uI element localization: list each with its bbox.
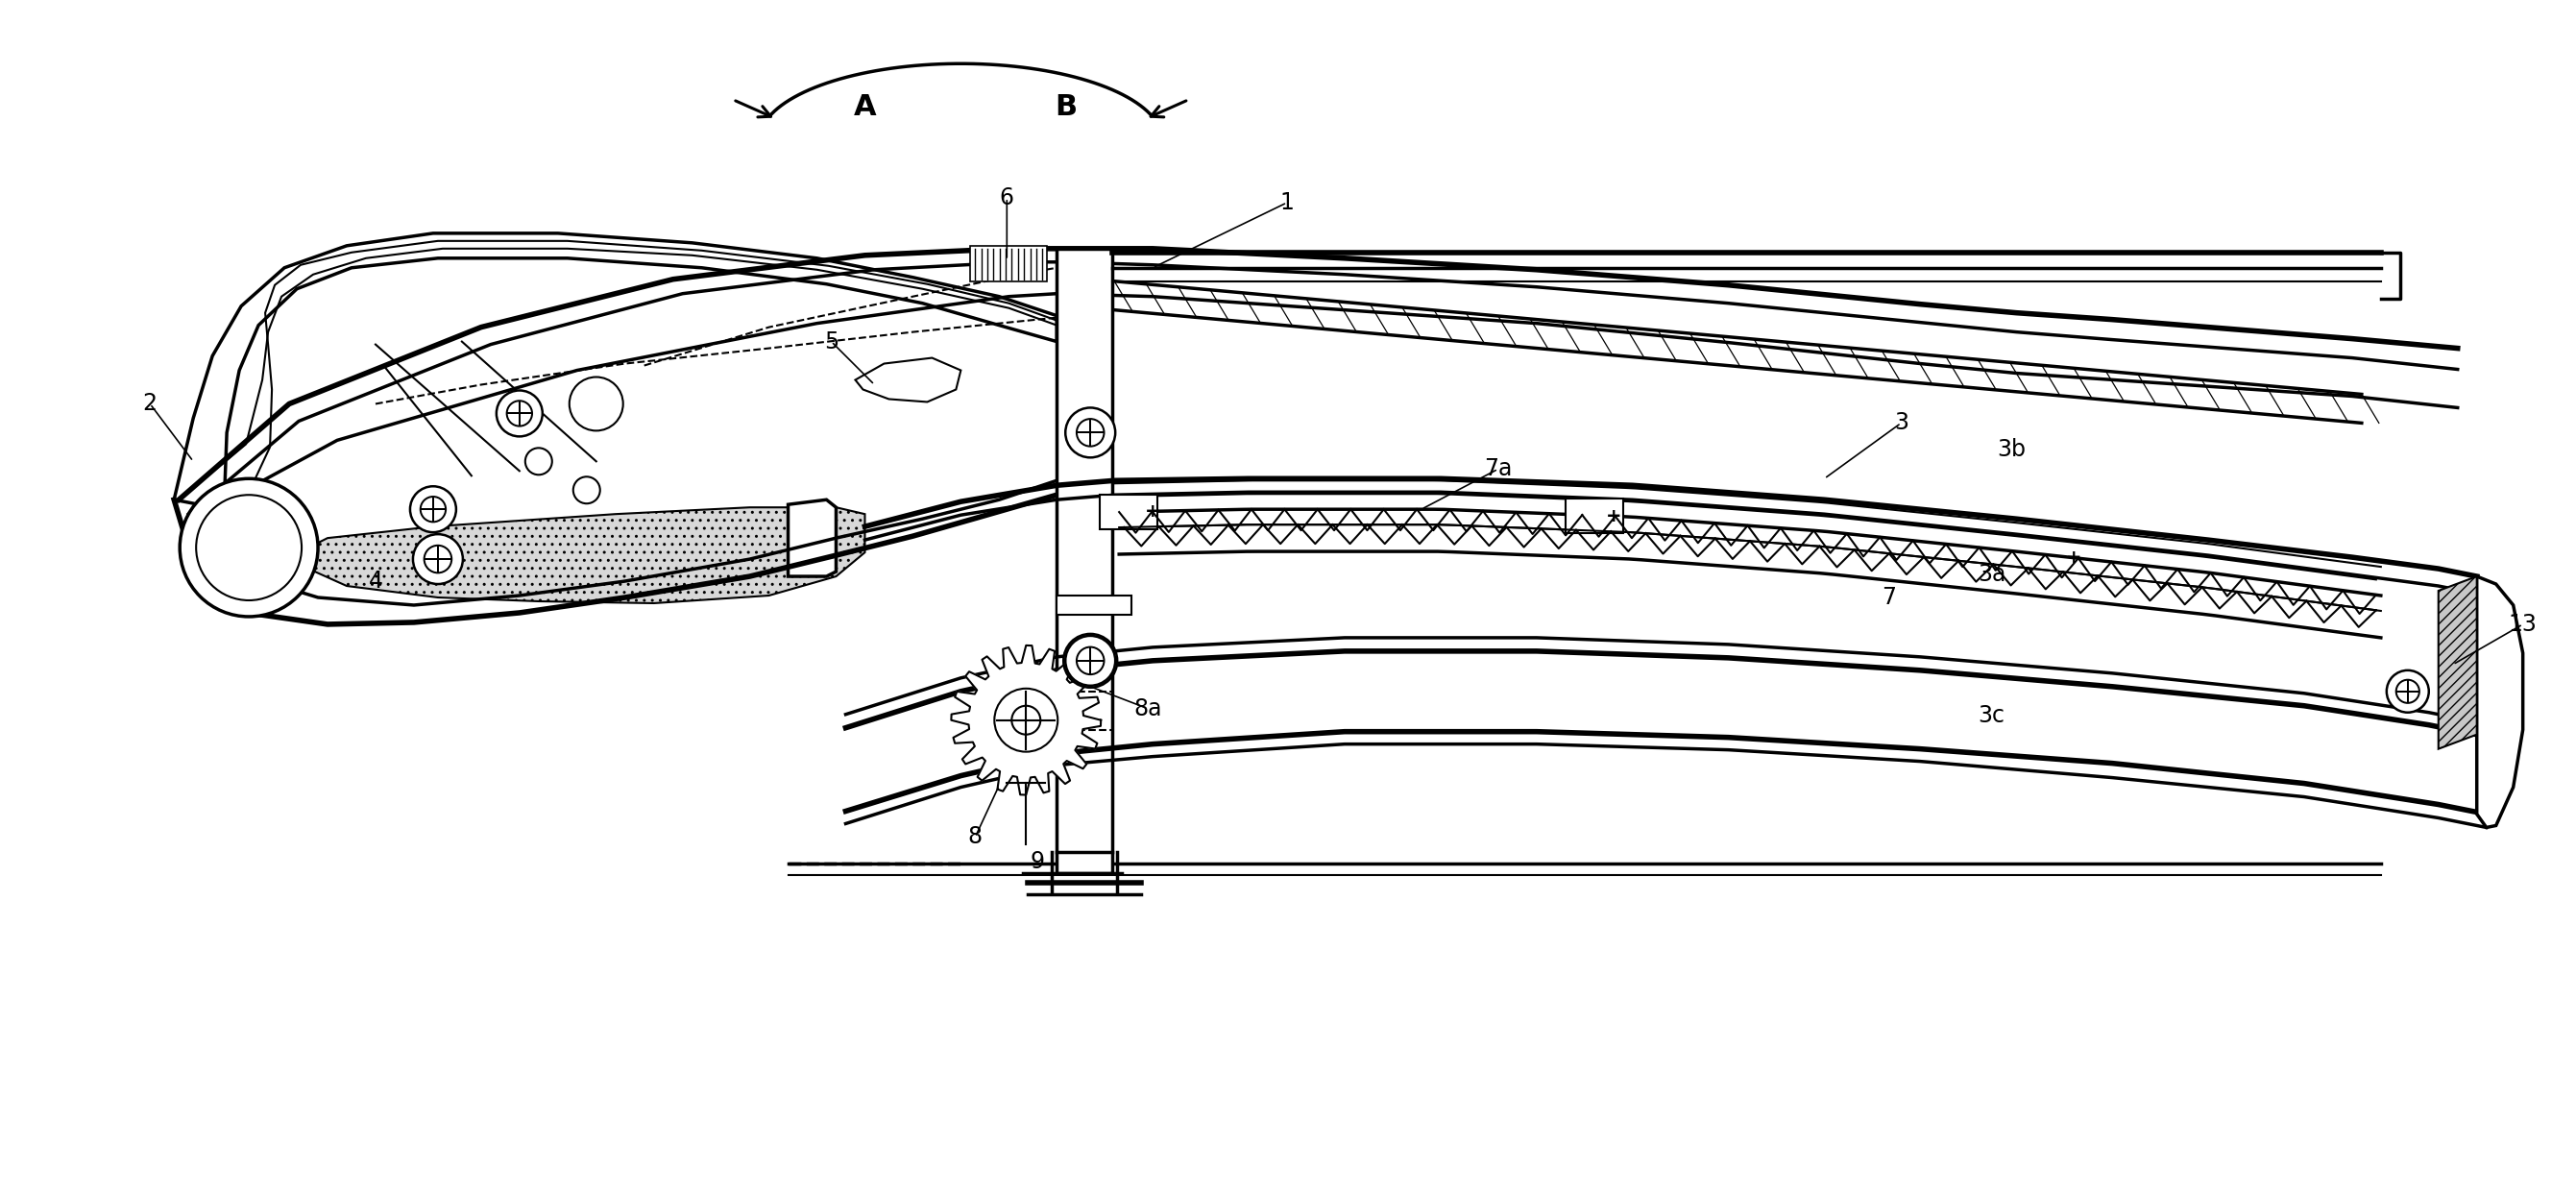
Text: 8a: 8a	[1133, 697, 1162, 721]
Circle shape	[526, 447, 551, 475]
Polygon shape	[1566, 499, 1623, 532]
Text: 4: 4	[368, 569, 384, 593]
Circle shape	[1066, 408, 1115, 458]
Text: 7: 7	[1883, 586, 1896, 608]
Circle shape	[1077, 419, 1105, 446]
Text: 2: 2	[142, 392, 157, 415]
Circle shape	[994, 688, 1059, 752]
Circle shape	[507, 401, 533, 426]
Circle shape	[410, 487, 456, 532]
Circle shape	[2396, 680, 2419, 703]
Circle shape	[1077, 645, 1105, 675]
Polygon shape	[2439, 576, 2476, 749]
Circle shape	[1066, 636, 1115, 686]
Polygon shape	[1056, 595, 1131, 614]
Text: 5: 5	[824, 330, 840, 353]
Text: 3a: 3a	[1978, 563, 2007, 586]
Circle shape	[497, 390, 544, 437]
Circle shape	[569, 377, 623, 431]
Text: A: A	[853, 93, 876, 120]
Polygon shape	[971, 246, 1048, 282]
Polygon shape	[1100, 495, 1157, 530]
Text: 9: 9	[1030, 851, 1046, 873]
Text: 1: 1	[1280, 191, 1293, 214]
Text: +: +	[1605, 507, 1620, 525]
Circle shape	[1077, 647, 1105, 674]
Polygon shape	[1056, 248, 1113, 873]
Polygon shape	[951, 645, 1100, 795]
Text: 6: 6	[999, 186, 1015, 209]
Text: 3b: 3b	[1996, 438, 2025, 462]
Text: 8: 8	[969, 826, 981, 848]
Circle shape	[180, 478, 317, 617]
Circle shape	[574, 477, 600, 503]
Polygon shape	[855, 358, 961, 402]
Circle shape	[1064, 633, 1118, 687]
Text: +: +	[1144, 502, 1162, 520]
Circle shape	[420, 496, 446, 521]
Text: 13: 13	[2509, 613, 2537, 636]
Circle shape	[2385, 670, 2429, 712]
Text: B: B	[1056, 93, 1077, 120]
Circle shape	[196, 495, 301, 600]
Circle shape	[425, 545, 451, 573]
Text: 3c: 3c	[1978, 704, 2004, 727]
Text: +: +	[2066, 549, 2081, 567]
Text: 3: 3	[1893, 412, 1909, 434]
Circle shape	[1012, 706, 1041, 735]
Polygon shape	[2476, 576, 2522, 828]
Polygon shape	[175, 234, 1056, 509]
Polygon shape	[788, 500, 837, 576]
Text: 7a: 7a	[1484, 457, 1512, 481]
Polygon shape	[299, 507, 866, 604]
Circle shape	[412, 534, 464, 585]
